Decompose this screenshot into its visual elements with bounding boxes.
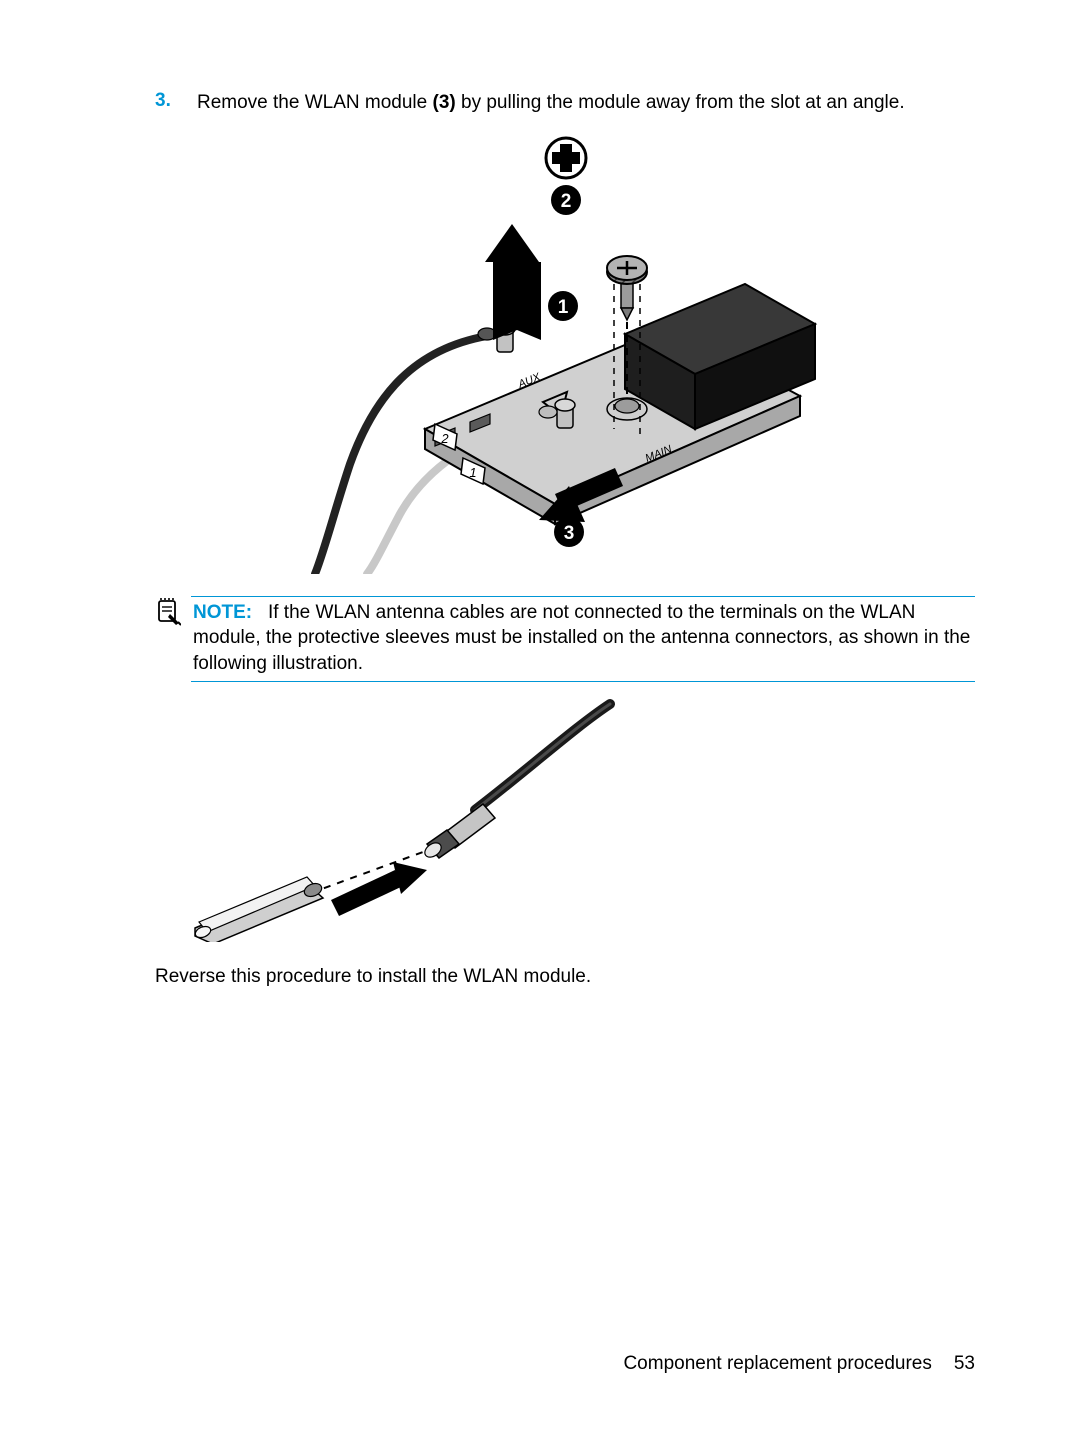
page-root: 3. Remove the WLAN module (3) by pulling… (0, 0, 1080, 1437)
step-text-bold: (3) (433, 92, 456, 113)
figure2-svg (155, 692, 635, 942)
note-icon (155, 598, 181, 631)
svg-text:1: 1 (558, 297, 569, 318)
note-block: NOTE: If the WLAN antenna cables are not… (155, 596, 975, 682)
callout-1: 1 (548, 291, 578, 321)
footer-page-number: 53 (954, 1353, 975, 1375)
callout-2: 2 (551, 185, 581, 215)
step-text-before: Remove the WLAN module (197, 92, 433, 113)
footer-title: Component replacement procedures (623, 1353, 931, 1375)
note-body: NOTE: If the WLAN antenna cables are not… (191, 596, 975, 682)
page-footer: Component replacement procedures 53 (623, 1353, 975, 1375)
figure1-svg: AUX MAIN (305, 134, 825, 574)
figure-wlan-removal: AUX MAIN (155, 134, 975, 574)
phillips-icon (546, 138, 586, 178)
svg-text:3: 3 (564, 523, 575, 544)
figure-sleeve (155, 692, 975, 942)
arrow-up-1 (485, 224, 541, 340)
callout-3: 3 (554, 517, 584, 547)
step-text: Remove the WLAN module (3) by pulling th… (197, 90, 905, 116)
step-text-after: by pulling the module away from the slot… (456, 92, 905, 113)
step-3: 3. Remove the WLAN module (3) by pulling… (155, 90, 975, 116)
note-text: If the WLAN antenna cables are not conne… (193, 602, 970, 674)
note-label: NOTE: (193, 602, 252, 623)
arrow-install (331, 862, 427, 916)
svg-text:1: 1 (469, 465, 476, 480)
svg-text:2: 2 (561, 191, 572, 212)
svg-text:2: 2 (440, 431, 449, 446)
closing-text: Reverse this procedure to install the WL… (155, 964, 975, 990)
step-number: 3. (155, 90, 179, 112)
